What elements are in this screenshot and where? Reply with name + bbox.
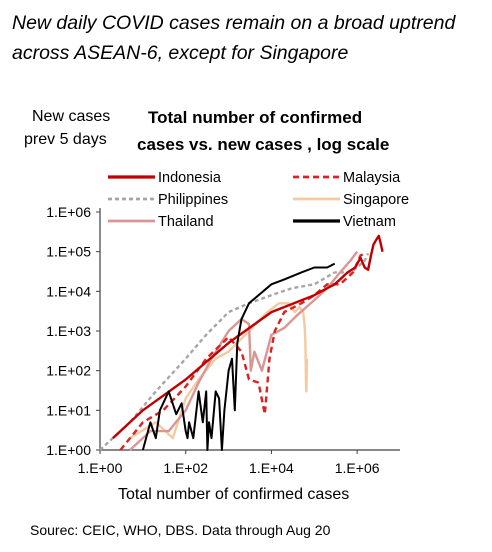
ylabel-line-1: New cases (32, 108, 110, 125)
plot-area (99, 234, 384, 451)
series-line-indonesia (112, 234, 384, 439)
legend-label-malaysia: Malaysia (343, 170, 401, 186)
y-tick-label: 1.E+06 (46, 204, 91, 220)
legend-label-singapore: Singapore (343, 192, 409, 208)
y-tick-label: 1.E+04 (46, 283, 91, 299)
source-note: Sourec: CEIC, WHO, DBS. Data through Aug… (30, 522, 331, 538)
legend-label-thailand: Thailand (158, 214, 214, 230)
y-tick-label: 1.E+00 (46, 442, 91, 458)
ylabel-line-2: prev 5 days (24, 131, 107, 148)
y-tick-label: 1.E+03 (46, 323, 91, 339)
legend-label-philippines: Philippines (158, 192, 228, 208)
x-tick-label: 1.E+04 (249, 460, 294, 476)
headline: New daily COVID cases remain on a broad … (12, 12, 456, 64)
x-tick-label: 1.E+02 (163, 460, 208, 476)
series-line-singapore (129, 302, 308, 440)
y-tick-label: 1.E+02 (46, 363, 91, 379)
x-tick-label: 1.E+00 (78, 460, 123, 476)
chart-title-line-2: cases vs. new cases , log scale (137, 135, 389, 154)
axes: 1.E+00 1.E+01 1.E+02 1.E+03 1.E+04 1.E+05 1.E+… (46, 204, 400, 476)
series-line-philippines (99, 252, 370, 451)
x-axis-label: Total number of confirmed cases (118, 486, 349, 503)
y-tick-label: 1.E+01 (46, 402, 91, 418)
legend-label-vietnam: Vietnam (343, 214, 396, 230)
y-tick-label: 1.E+05 (46, 244, 91, 260)
series-line-vietnam (141, 262, 336, 451)
chart-title-line-1: Total number of confirmed (148, 108, 362, 127)
legend-label-indonesia: Indonesia (158, 170, 222, 186)
series-line-thailand (129, 250, 359, 451)
legend: Indonesia Malaysia Philippines Singapore Tha… (108, 170, 409, 230)
x-tick-label: 1.E+06 (335, 460, 380, 476)
series-line-malaysia (119, 252, 366, 451)
